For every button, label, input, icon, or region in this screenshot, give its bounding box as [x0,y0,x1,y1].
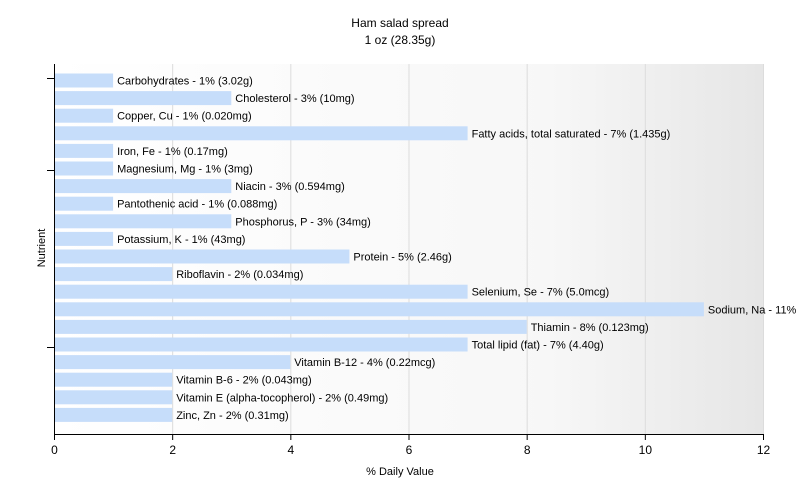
bar [54,126,468,141]
bar-label: Selenium, Se - 7% (5.0mcg) [472,287,610,299]
bar [54,390,173,405]
bar [54,337,468,352]
bar [54,161,114,176]
bar [54,407,173,422]
bar-label: Riboflavin - 2% (0.034mg) [176,269,303,281]
x-tick-label: 0 [51,443,58,457]
bar [54,196,114,211]
x-axis-label: % Daily Value [366,466,434,478]
bar-label: Phosphorus, P - 3% (34mg) [235,216,371,228]
bar-label: Thiamin - 8% (0.123mg) [531,322,649,334]
bar [54,355,291,370]
bar [54,214,232,229]
bar [54,108,114,123]
bar-label: Pantothenic acid - 1% (0.088mg) [117,199,277,211]
bar [54,143,114,158]
bar-label: Sodium, Na - 11% (259mg) [708,304,800,316]
bar-label: Zinc, Zn - 2% (0.31mg) [176,410,288,422]
bar-label: Copper, Cu - 1% (0.020mg) [117,111,252,123]
bar-label: Vitamin B-12 - 4% (0.22mcg) [294,357,435,369]
bar [54,73,114,88]
bar [54,319,527,334]
bar-label: Potassium, K - 1% (43mg) [117,234,245,246]
bar [54,231,114,246]
chart-title: Ham salad spread [351,16,449,30]
bar [54,284,468,299]
bar-label: Vitamin B-6 - 2% (0.043mg) [176,375,312,387]
chart-subtitle: 1 oz (28.35g) [364,33,436,47]
x-tick-label: 2 [169,443,176,457]
bar [54,249,350,264]
x-tick-label: 12 [757,443,771,457]
bar [54,91,232,106]
bar-label: Vitamin E (alpha-tocopherol) - 2% (0.49m… [176,392,388,404]
x-tick-label: 10 [639,443,653,457]
bar-label: Cholesterol - 3% (10mg) [235,93,354,105]
x-tick-label: 6 [406,443,413,457]
y-axis-label: Nutrient [36,228,48,268]
x-tick-label: 4 [287,443,294,457]
bar-label: Fatty acids, total saturated - 7% (1.435… [472,128,671,140]
bar-label: Magnesium, Mg - 1% (3mg) [117,164,253,176]
bar [54,179,232,194]
bar [54,302,704,317]
bar-label: Niacin - 3% (0.594mg) [235,181,344,193]
x-tick-label: 8 [524,443,531,457]
bar-label: Carbohydrates - 1% (3.02g) [117,76,253,88]
bar-label: Protein - 5% (2.46g) [353,252,451,264]
bar [54,372,173,387]
bar-label: Iron, Fe - 1% (0.17mg) [117,146,228,158]
bar [54,267,173,282]
bar-label: Total lipid (fat) - 7% (4.40g) [472,340,604,352]
